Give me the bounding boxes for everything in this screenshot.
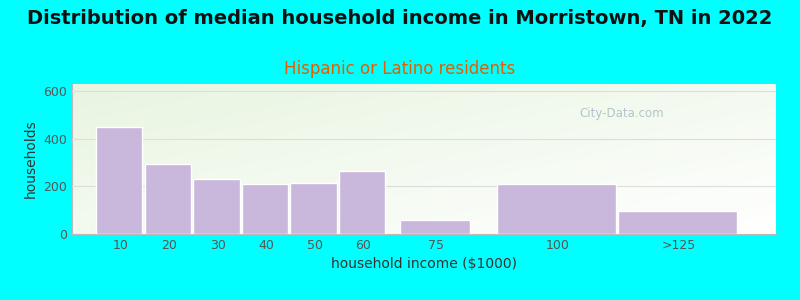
Bar [339, 171, 385, 234]
Text: Distribution of median household income in Morristown, TN in 2022: Distribution of median household income … [27, 9, 773, 28]
Bar [497, 184, 616, 234]
Text: Hispanic or Latino residents: Hispanic or Latino residents [284, 60, 516, 78]
Bar [290, 183, 337, 234]
Text: City-Data.com: City-Data.com [579, 107, 663, 121]
Bar [96, 127, 142, 234]
Y-axis label: households: households [24, 120, 38, 198]
Bar [145, 164, 191, 234]
Bar [194, 179, 239, 234]
Bar [242, 184, 288, 234]
Bar [618, 212, 737, 234]
Bar [400, 220, 470, 234]
X-axis label: household income ($1000): household income ($1000) [331, 257, 517, 272]
